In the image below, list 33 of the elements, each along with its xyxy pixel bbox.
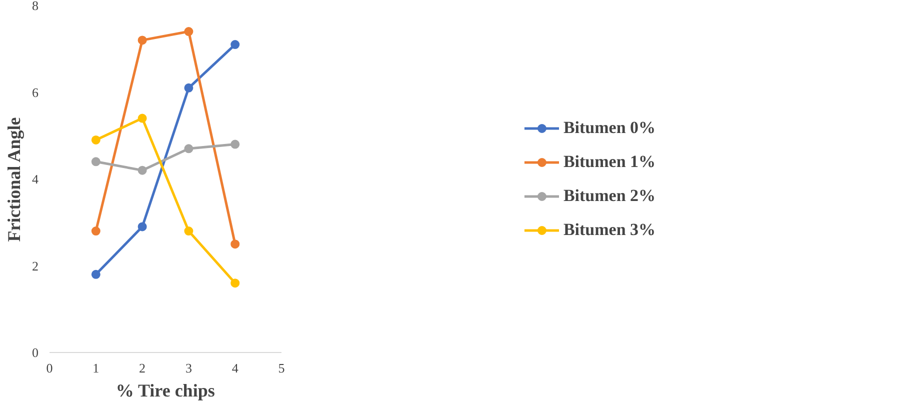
point [91, 226, 100, 236]
point [184, 226, 194, 236]
y-tick-label: 0 [32, 345, 38, 360]
point [184, 144, 194, 154]
point [138, 222, 147, 232]
y-tick-label: 4 [32, 172, 39, 186]
y-tick-label: 6 [32, 84, 39, 100]
legend-label: Bitumen 0% [563, 118, 656, 138]
y-axis-title: Frictional Angle [4, 117, 24, 242]
point [230, 40, 240, 50]
legend-label: Bitumen 1% [563, 152, 656, 172]
x-tick-label: 0 [46, 360, 53, 376]
x-tick-label: 3 [185, 360, 192, 376]
point [230, 140, 240, 149]
x-tick-label: 5 [278, 360, 285, 376]
point [138, 36, 147, 45]
y-tick-label: 8 [32, 0, 38, 13]
point [184, 83, 194, 92]
point [138, 114, 147, 123]
legend-label: Bitumen 2% [563, 186, 656, 206]
x-tick-label: 4 [232, 360, 239, 376]
point [184, 27, 194, 36]
point [230, 278, 240, 288]
x-tick-label: 2 [139, 360, 146, 376]
point [91, 157, 100, 166]
point [230, 240, 240, 249]
x-axis-title: % Tire chips [116, 380, 215, 400]
x-tick-label: 1 [92, 360, 100, 376]
legend-label: Bitumen 3% [563, 220, 656, 240]
point [91, 135, 100, 144]
point [91, 270, 100, 279]
y-tick-label: 2 [32, 258, 38, 274]
point [138, 166, 147, 175]
